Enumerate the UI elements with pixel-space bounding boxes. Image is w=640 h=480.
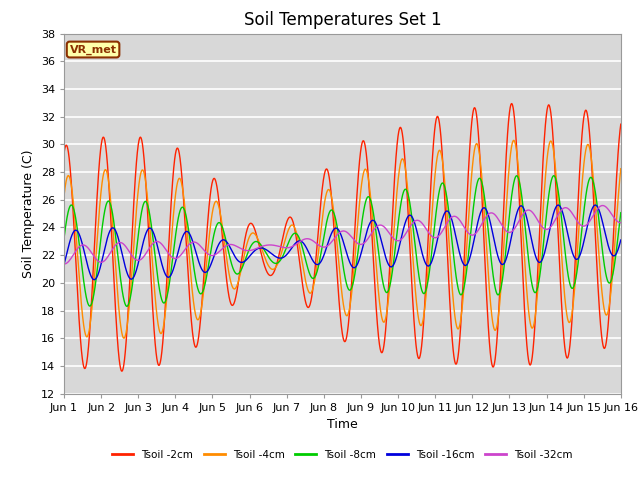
Text: VR_met: VR_met xyxy=(70,44,116,55)
Legend: Tsoil -2cm, Tsoil -4cm, Tsoil -8cm, Tsoil -16cm, Tsoil -32cm: Tsoil -2cm, Tsoil -4cm, Tsoil -8cm, Tsoi… xyxy=(108,445,577,464)
Y-axis label: Soil Temperature (C): Soil Temperature (C) xyxy=(22,149,35,278)
Title: Soil Temperatures Set 1: Soil Temperatures Set 1 xyxy=(244,11,441,29)
X-axis label: Time: Time xyxy=(327,418,358,431)
